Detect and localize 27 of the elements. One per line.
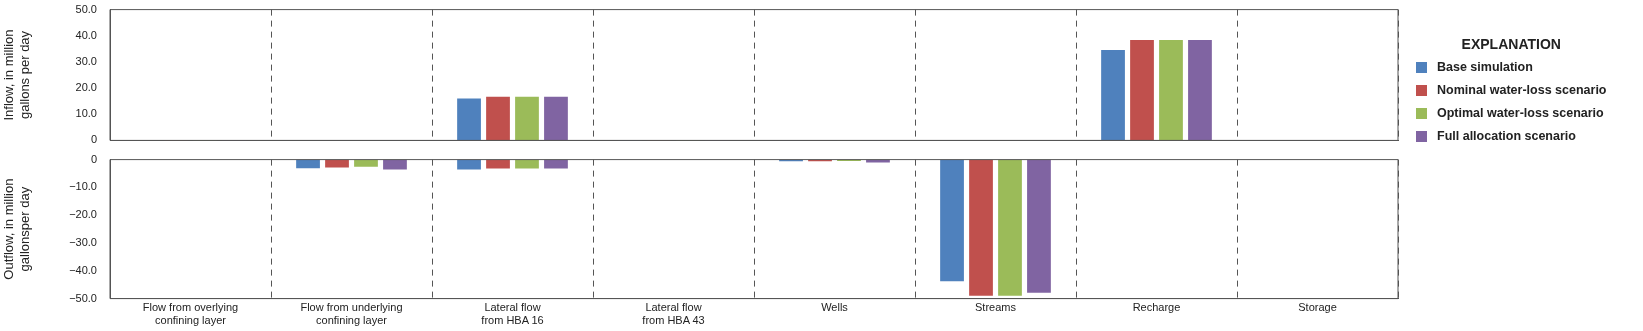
y-tick-label: −40.0 (69, 263, 97, 276)
y-axis-title: Inflow, in million gallons per day (1, 29, 32, 121)
legend-label: Nominal water-loss scenario (1437, 83, 1607, 97)
x-tick-label: Lateral flow from HBA 16 (481, 301, 544, 327)
y-tick-label: −10.0 (69, 180, 97, 193)
legend-label: Base simulation (1437, 60, 1533, 74)
x-tick-label: Storage (1298, 301, 1337, 314)
y-tick-label: −30.0 (69, 236, 97, 249)
legend-label: Optimal water-loss scenario (1437, 106, 1604, 120)
legend-label: Full allocation scenario (1437, 129, 1576, 143)
y-tick-label: 50.0 (75, 2, 97, 15)
x-tick-label: Flow from overlying confining layer (142, 301, 239, 327)
y-axis-title: Outflow, in million gallonsper day (1, 178, 32, 280)
x-tick-label: Flow from underlying confining layer (300, 301, 403, 327)
y-tick-label: −50.0 (69, 291, 97, 304)
x-tick-label: Streams (975, 301, 1017, 314)
x-tick-label: Wells (821, 301, 849, 314)
y-tick-label: 20.0 (75, 81, 97, 94)
y-tick-label: 0 (90, 133, 97, 146)
y-tick-label: 30.0 (75, 54, 97, 67)
y-tick-label: 40.0 (75, 28, 97, 41)
y-tick-label: 10.0 (75, 107, 97, 120)
y-tick-label: −20.0 (69, 208, 97, 221)
x-tick-label: Recharge (1132, 301, 1181, 314)
y-tick-label: 0 (90, 152, 97, 165)
x-tick-label: Lateral flow from HBA 43 (642, 301, 705, 327)
legend-title: EXPLANATION (1460, 36, 1562, 52)
